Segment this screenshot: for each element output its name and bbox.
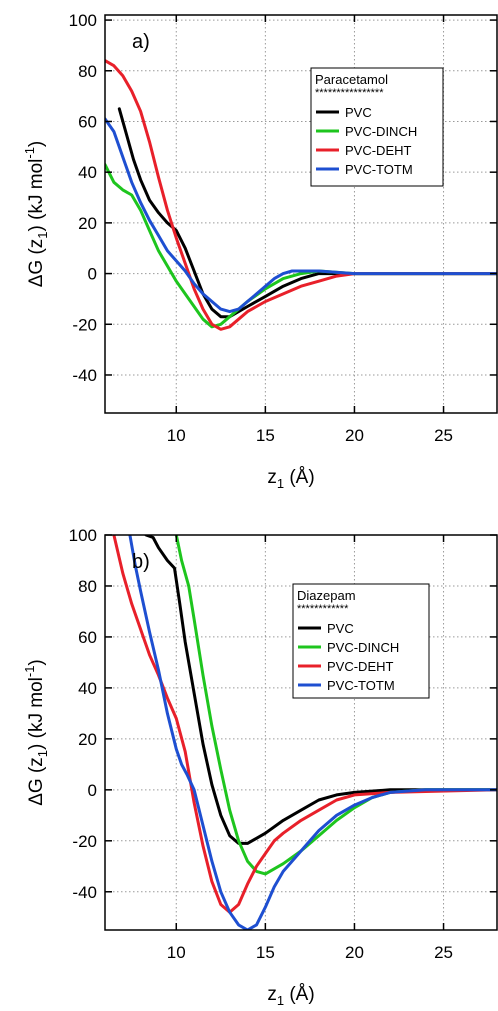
series-line-pvc-totm [128,535,497,930]
legend-entry: PVC-TOTM [327,678,395,693]
panel-label: a) [132,31,150,53]
series-line-pvc-deht [105,59,497,331]
y-axis-label: ΔG (z1) (kJ mol-1) [22,659,50,806]
plot-frame [104,14,498,414]
y-tick-label: 40 [78,679,97,698]
legend-underline-stars: **************** [315,87,384,99]
y-tick-label: 0 [88,781,97,800]
legend-title: Diazepam [297,588,356,603]
y-tick-label: 100 [69,11,97,30]
series-line-pvc-deht [112,535,497,914]
y-tick-label: 60 [78,112,97,131]
y-axis-label: ΔG (z1) (kJ mol-1) [22,141,50,288]
y-tick-label: 40 [78,163,97,182]
x-axis-label: z1 (Å) [267,984,314,1006]
legend-entry: PVC-DEHT [345,143,412,158]
x-tick-label: 10 [167,426,186,445]
x-tick-label: 25 [434,943,453,962]
series-line-pvc [144,535,497,845]
y-tick-label: -40 [72,366,97,385]
y-tick-label: 80 [78,62,97,81]
series-line-pvc [117,107,497,319]
y-tick-label: 100 [69,526,97,545]
x-axis-label: z1 (Å) [267,467,314,491]
y-tick-label: 20 [78,214,97,233]
legend-entry: PVC-DINCH [345,124,417,139]
y-tick-label: 80 [78,577,97,596]
legend: Diazepam************ PVC PVC-DINCH PVC-DEHT… [292,583,430,699]
legend: Paracetamol**************** PVC PVC-DINCH P… [310,67,444,187]
x-tick-label: 25 [434,426,453,445]
legend-entry: PVC-TOTM [345,162,413,177]
y-tick-label: 20 [78,730,97,749]
y-tick-label: 60 [78,628,97,647]
x-tick-label: 15 [256,943,275,962]
x-tick-label: 15 [256,426,275,445]
y-tick-label: -20 [72,315,97,334]
y-tick-label: -20 [72,832,97,851]
x-tick-label: 20 [345,426,364,445]
y-tick-label: 0 [88,265,97,284]
legend-entry: PVC-DEHT [327,659,394,674]
series-line-pvc-totm [105,117,497,314]
plot-frame [104,534,498,931]
legend-entry: PVC-DINCH [327,640,399,655]
x-tick-label: 20 [345,943,364,962]
legend-underline-stars: ************ [297,603,349,615]
panel-label: b) [132,551,150,573]
legend-entry: PVC [327,621,354,636]
chart-panel-b: 10 15 20 25 100 80 60 40 20 0 -20 -40 b) z1 (Å) ΔG (z1… [22,526,498,1008]
y-tick-label: -40 [72,883,97,902]
chart-panel-a: 10 15 20 25 100 80 60 40 20 0 -20 -40 a) z1 (Å) ΔG (z1… [22,11,498,491]
legend-entry: PVC [345,105,372,120]
legend-box [292,583,430,699]
legend-box [310,67,444,187]
legend-title: Paracetamol [315,72,388,87]
x-tick-label: 10 [167,943,186,962]
